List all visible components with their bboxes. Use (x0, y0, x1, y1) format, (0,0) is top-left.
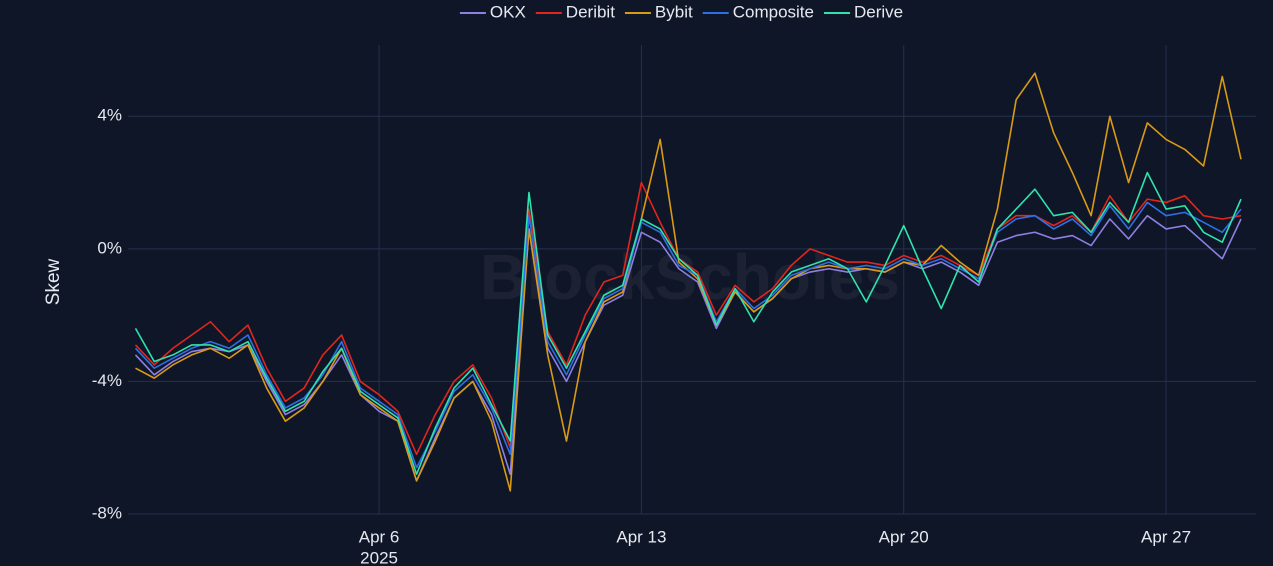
y-axis-title: Skew (43, 258, 64, 305)
series-line (134, 201, 1242, 469)
x-tick-label: Apr 6 (359, 527, 400, 546)
y-tick-label: 4% (97, 106, 122, 125)
x-tick-label: Apr 13 (616, 527, 666, 546)
x-tick-label: Apr 20 (879, 527, 929, 546)
legend-label: Derive (854, 2, 903, 21)
series-line (134, 171, 1242, 476)
legend-label: Bybit (655, 2, 693, 21)
y-tick-label: -4% (92, 371, 122, 390)
y-tick-label: 0% (97, 238, 122, 257)
x-tick-label: Apr 27 (1141, 527, 1191, 546)
legend: OKX Deribit Bybit Composite Derive (459, 2, 903, 21)
x-tick-sublabel: 2025 (360, 548, 398, 566)
y-tick-label: -8% (92, 503, 122, 522)
legend-label: Composite (733, 2, 814, 21)
legend-label: Deribit (566, 2, 615, 21)
legend-label: OKX (490, 2, 526, 21)
series-line (134, 181, 1242, 456)
